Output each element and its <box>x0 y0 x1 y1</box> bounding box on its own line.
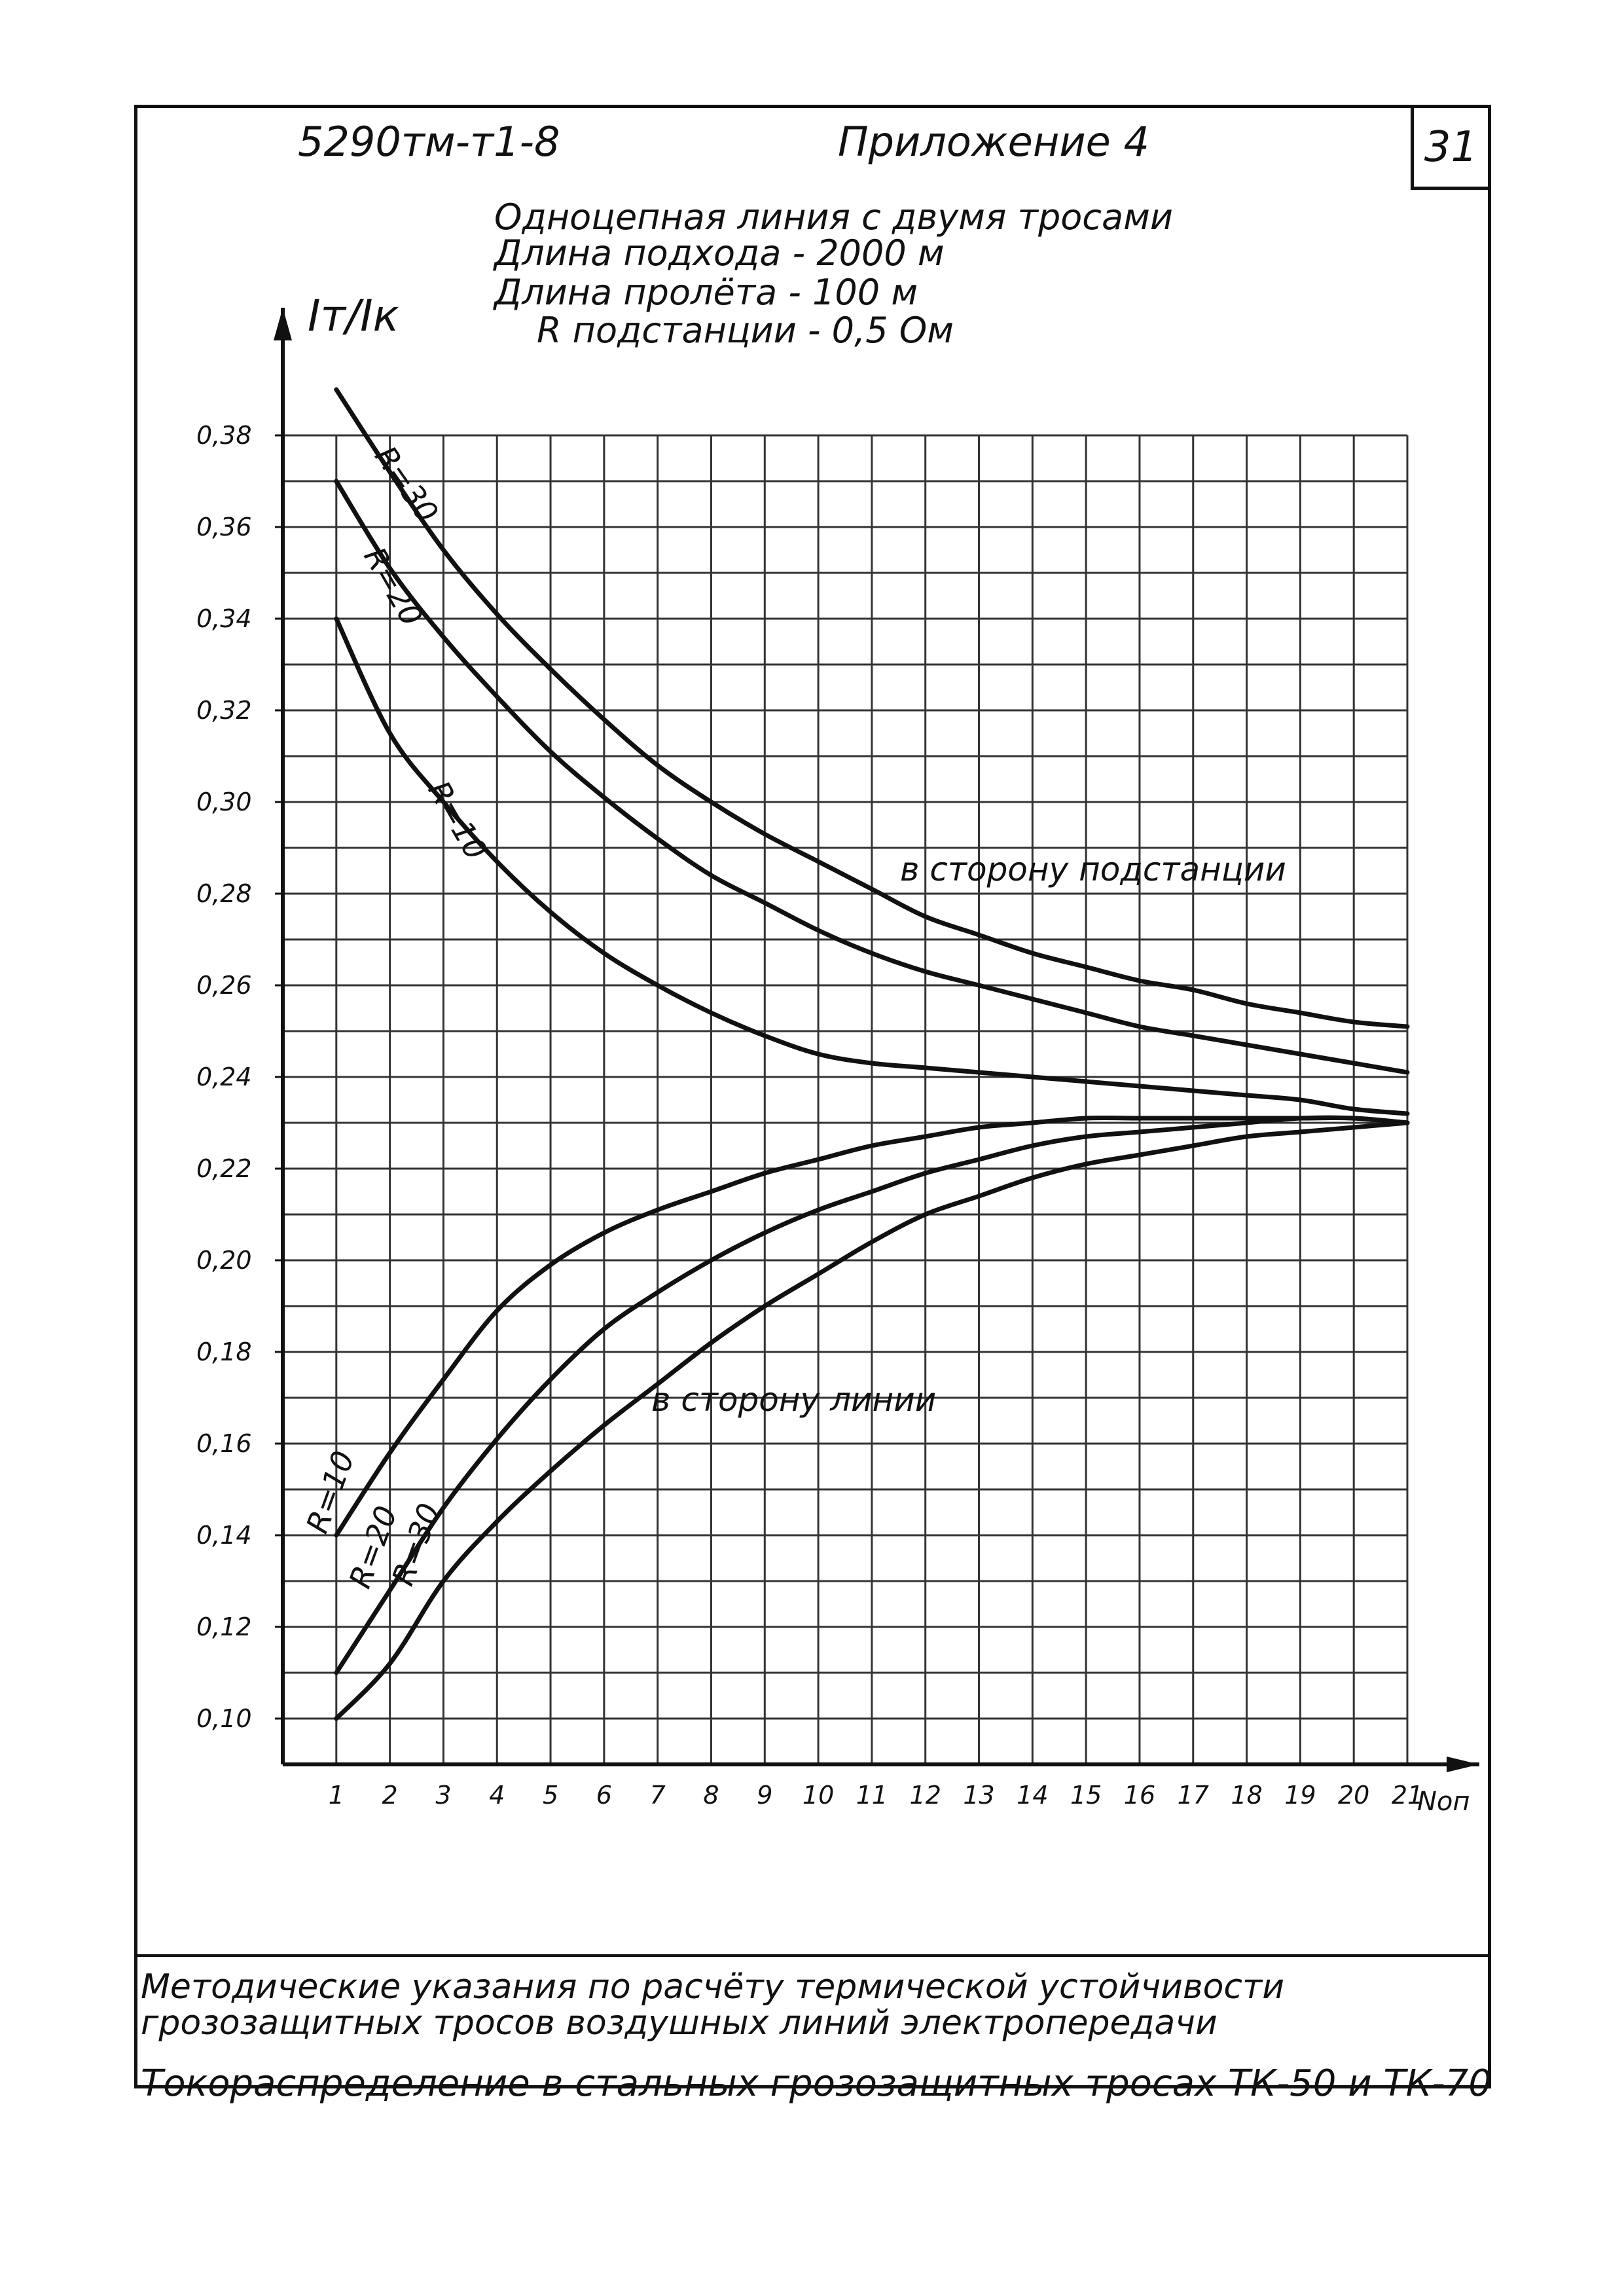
y-tick-label: 0,18 <box>196 1338 252 1366</box>
appendix-label: Приложение 4 <box>838 118 1149 166</box>
page-number: 31 <box>1411 108 1488 190</box>
chart-subtitle-line-1: Одноцепная линия с двумя тросами <box>494 196 1173 238</box>
series-line-lower-r30 <box>334 1120 1410 1721</box>
series-line-upper-r30 <box>334 387 1410 1029</box>
y-tick-label: 0,34 <box>196 604 252 633</box>
y-tick-labels: 0,10 0,12 0,14 0,16 0,18 0,20 0,22 0,24 0,26 0,28… <box>196 421 283 1733</box>
x-tick-label: 18 <box>1231 1781 1262 1810</box>
x-tick-label: 19 <box>1284 1781 1316 1810</box>
y-tick-label: 0,22 <box>196 1154 252 1183</box>
chart-subtitle-line-3: Длина пролёта - 100 м <box>494 272 918 313</box>
y-tick-label: 0,24 <box>196 1063 252 1091</box>
x-tick-label: 8 <box>703 1781 719 1810</box>
x-tick-label: 21 <box>1392 1781 1423 1810</box>
x-tick-label: 3 <box>435 1781 451 1810</box>
y-tick-label: 0,36 <box>196 513 252 541</box>
y-tick-label: 0,20 <box>196 1246 252 1275</box>
y-tick-label: 0,28 <box>196 879 252 908</box>
x-tick-label: 13 <box>963 1781 994 1810</box>
drawing-frame <box>134 105 1491 2088</box>
title-block-line-2: грозозащитных тросов воздушных линий эле… <box>141 2003 1218 2043</box>
x-tick-label: 14 <box>1017 1781 1048 1810</box>
title-block-line-1: Методические указания по расчёту термиче… <box>141 1967 1285 2007</box>
x-tick-label: 20 <box>1338 1781 1369 1810</box>
x-tick-label: 1 <box>329 1781 344 1810</box>
y-tick-label: 0,30 <box>196 788 252 816</box>
x-tick-label: 9 <box>757 1781 772 1810</box>
series-label-lower-r10: R=10 <box>299 1446 361 1538</box>
x-axis-label: Nоп <box>1417 1787 1470 1817</box>
x-tick-label: 12 <box>910 1781 941 1810</box>
x-axis-arrow <box>1447 1757 1479 1772</box>
series-line-upper-r20 <box>334 479 1410 1075</box>
y-tick-label: 0,14 <box>196 1521 252 1550</box>
title-block-line-3: Токораспределение в стальных грозозащитн… <box>141 2062 1492 2105</box>
series-label-upper-r30: R=30 <box>368 439 445 529</box>
x-tick-label: 17 <box>1178 1781 1209 1810</box>
series-line-upper-r10 <box>334 616 1410 1116</box>
y-tick-label: 0,38 <box>196 421 252 450</box>
chart-axes <box>274 308 1479 1772</box>
document-number: 5290тм-т1-8 <box>298 118 560 166</box>
x-tick-label: 2 <box>382 1781 398 1810</box>
y-tick-label: 0,16 <box>196 1429 252 1458</box>
series-line-lower-r20 <box>334 1115 1410 1675</box>
x-tick-label: 11 <box>856 1781 888 1810</box>
y-tick-label: 0,32 <box>196 696 252 725</box>
series-label-upper-r10: R=10 <box>421 775 494 866</box>
y-axis-label: Iт/Iк <box>308 291 399 341</box>
x-tick-label: 16 <box>1124 1781 1155 1810</box>
chart-grid <box>283 434 1409 1764</box>
x-tick-label: 10 <box>803 1781 834 1810</box>
x-tick-label: 6 <box>596 1781 612 1810</box>
x-tick-labels: 1 2 3 4 5 6 7 8 9 10 11 12 13 14 15 16 17 18 19 20 21 <box>329 1781 1423 1810</box>
x-tick-label: 15 <box>1070 1781 1102 1810</box>
chart-series <box>334 387 1410 1721</box>
chart-subtitle-line-2: Длина подхода - 2000 м <box>494 232 945 274</box>
x-tick-label: 7 <box>650 1781 666 1810</box>
series-line-lower-r10 <box>334 1115 1410 1538</box>
y-tick-label: 0,12 <box>196 1613 252 1641</box>
x-tick-label: 5 <box>543 1781 558 1810</box>
group-label-upper: в сторону подстанции <box>900 850 1286 888</box>
y-tick-label: 0,10 <box>196 1704 252 1733</box>
series-labels: R=30R=20R=10R=10R=20R=30 <box>299 439 494 1592</box>
y-axis-arrow <box>274 308 292 340</box>
title-block <box>134 1954 1491 2088</box>
x-tick-label: 4 <box>489 1781 505 1810</box>
chart-subtitle-line-4: R подстанции - 0,5 Ом <box>537 310 954 351</box>
y-tick-label: 0,26 <box>196 971 252 1000</box>
group-label-lower: в сторону линии <box>651 1381 936 1419</box>
